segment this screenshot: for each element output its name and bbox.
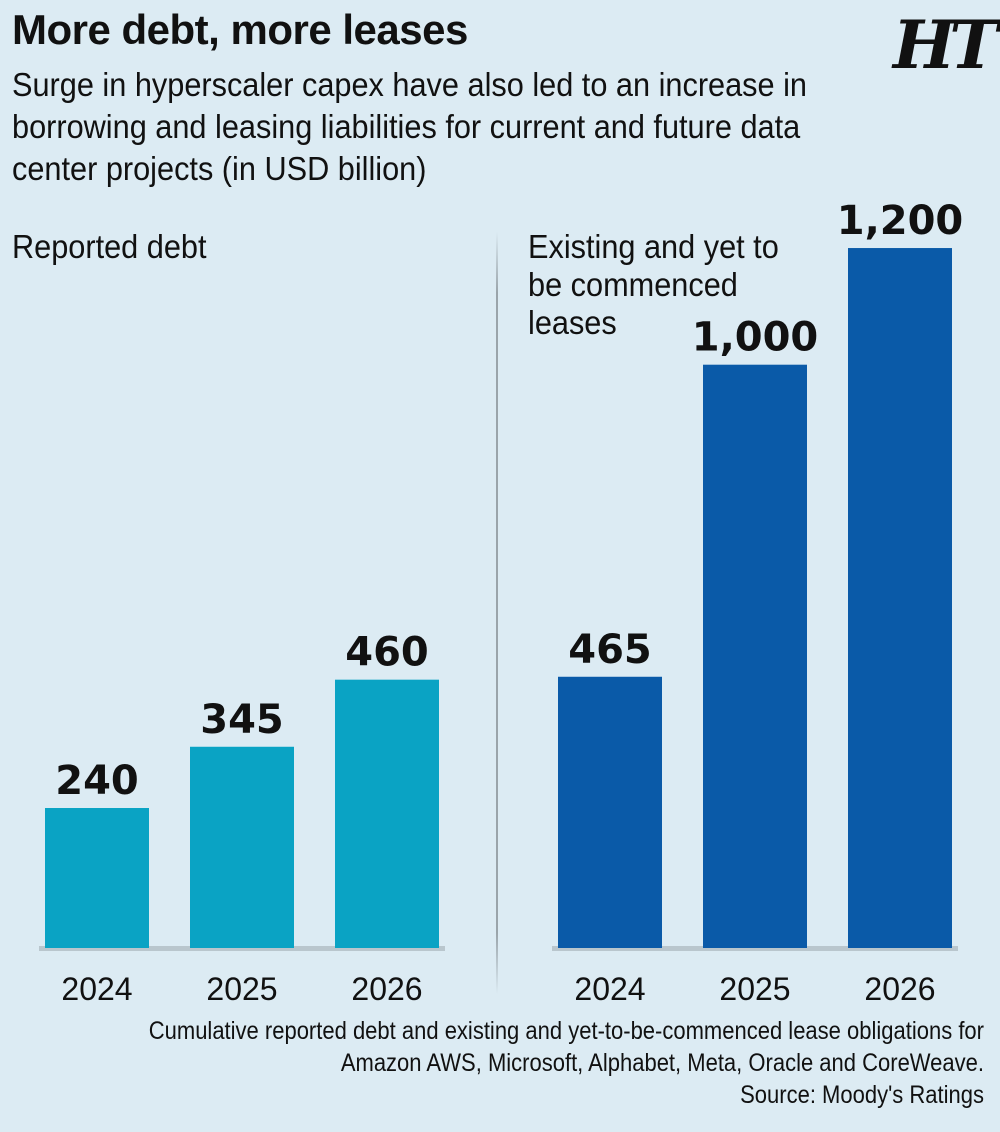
tick-label-debt-2026: 2026 (351, 971, 422, 1007)
tick-label-leases-2025: 2025 (719, 971, 790, 1007)
source-note: Source: Moody's Ratings (740, 1081, 984, 1109)
bar-leases-2025 (703, 364, 807, 948)
tick-label-debt-2024: 2024 (61, 971, 132, 1007)
panel-title-reported-debt: Reported debt (12, 228, 207, 265)
value-label-debt-2024: 240 (55, 758, 139, 804)
tick-label-leases-2026: 2026 (864, 971, 935, 1007)
bar-debt-2026 (335, 679, 439, 948)
baseline-2 (552, 946, 958, 951)
ht-logo: HT (893, 6, 999, 84)
tick-label-leases-2024: 2024 (574, 971, 645, 1007)
value-label-debt-2026: 460 (345, 630, 429, 676)
bar-debt-2024 (45, 808, 149, 948)
bar-leases-2024 (558, 676, 662, 948)
value-label-leases-2026: 1,200 (837, 198, 964, 244)
value-label-leases-2024: 465 (568, 627, 652, 673)
footnote-line-2: Amazon AWS, Microsoft, Alphabet, Meta, O… (340, 1049, 984, 1077)
footnote-line-1: Cumulative reported debt and existing an… (148, 1017, 984, 1045)
tick-label-debt-2025: 2025 (206, 971, 277, 1007)
chart-title: More debt, more leases (12, 6, 468, 53)
baseline-1 (39, 946, 445, 951)
value-label-debt-2025: 345 (200, 697, 284, 743)
panel-divider (496, 232, 498, 994)
chart-subtitle: Surge in hyperscaler capex have also led… (12, 66, 808, 187)
value-label-leases-2025: 1,000 (692, 315, 819, 361)
bar-leases-2026 (848, 248, 952, 949)
bar-debt-2025 (190, 746, 294, 948)
footnote: Cumulative reported debt and existing an… (122, 1015, 984, 1111)
panel-title-leases: Existing and yet to be commenced leases (528, 228, 779, 341)
